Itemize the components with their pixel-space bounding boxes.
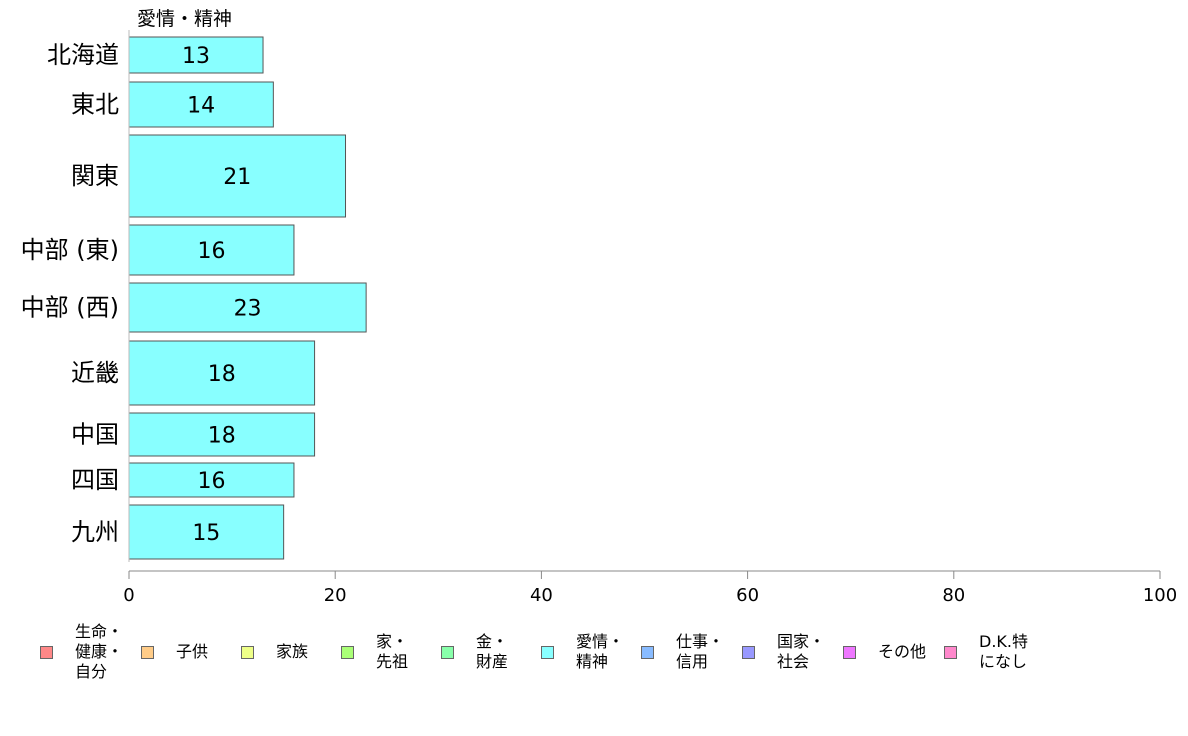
- bar-value-label: 16: [197, 469, 225, 494]
- x-tick-label: 100: [1143, 585, 1177, 606]
- legend-label: 家・ 先祖: [376, 632, 409, 671]
- legend-item: 愛情・ 精神: [541, 618, 624, 686]
- bar: [128, 36, 264, 74]
- bar-value-label: 13: [182, 44, 210, 69]
- x-tick-label: 80: [942, 585, 965, 606]
- category-label: 四国: [71, 466, 119, 494]
- legend-label: D.K.特 になし: [979, 632, 1028, 671]
- legend-swatch: [141, 645, 154, 659]
- legend-item: D.K.特 になし: [944, 618, 1028, 686]
- legend-swatch: [944, 645, 957, 659]
- bar-value-label: 23: [234, 297, 262, 322]
- legend-swatch: [641, 645, 654, 659]
- bar: [128, 134, 347, 218]
- legend-swatch: [40, 645, 53, 659]
- bar: [128, 81, 274, 128]
- legend-swatch: [843, 645, 856, 659]
- x-axis: 0 20 40 60 80 100: [123, 30, 1177, 606]
- legend-swatch: [341, 645, 354, 659]
- legend-item: その他: [843, 618, 926, 686]
- bar-value-label: 16: [197, 239, 225, 264]
- bar: [128, 340, 316, 406]
- legend-item: 国家・ 社会: [742, 618, 825, 686]
- bars-group: 13 14 21 16 23 18 18 16 15: [128, 36, 367, 560]
- legend-item: 子供: [141, 618, 208, 686]
- legend-label: 愛情・ 精神: [576, 632, 625, 671]
- legend-swatch: [742, 645, 755, 659]
- legend-label: 家族: [276, 642, 309, 661]
- category-label: 東北: [71, 91, 119, 119]
- legend-item: 金・ 財産: [441, 618, 508, 686]
- category-label: 近畿: [71, 359, 119, 387]
- category-label: 中部 (西): [21, 294, 119, 322]
- category-label: 中国: [71, 421, 119, 449]
- legend: 生命・ 健康・ 自分 子供 家族 家・ 先祖 金・ 財産 愛情・ 精神 仕事・ 信用 国家・ …: [0, 618, 1188, 698]
- category-label: 九州: [71, 518, 119, 546]
- legend-label: 子供: [176, 642, 209, 661]
- legend-swatch: [441, 645, 454, 659]
- bar-value-label: 15: [192, 521, 220, 546]
- legend-swatch: [541, 645, 554, 659]
- x-tick-label: 60: [736, 585, 759, 606]
- bar-value-label: 14: [187, 94, 215, 119]
- bar: [128, 412, 316, 457]
- legend-label: 仕事・ 信用: [676, 632, 725, 671]
- legend-label: 国家・ 社会: [777, 632, 826, 671]
- x-tick-label: 0: [123, 585, 134, 606]
- bar-value-label: 18: [208, 424, 236, 449]
- legend-label: 金・ 財産: [476, 632, 509, 671]
- bar: [128, 224, 295, 276]
- legend-label: 生命・ 健康・ 自分: [75, 622, 124, 681]
- category-label: 北海道: [47, 41, 119, 69]
- category-label: 中部 (東): [21, 236, 119, 264]
- legend-item: 家族: [241, 618, 308, 686]
- bar-value-label: 21: [223, 165, 251, 190]
- legend-swatch: [241, 645, 254, 659]
- bar-value-label: 18: [208, 362, 236, 387]
- x-tick-label: 20: [324, 585, 347, 606]
- bar: [128, 282, 367, 333]
- legend-label: その他: [878, 642, 927, 661]
- series-title: 愛情・精神: [137, 8, 232, 30]
- legend-item: 仕事・ 信用: [641, 618, 724, 686]
- x-tick-label: 40: [530, 585, 553, 606]
- legend-item: 家・ 先祖: [341, 618, 408, 686]
- category-label: 関東: [71, 162, 119, 190]
- legend-item: 生命・ 健康・ 自分: [40, 618, 123, 686]
